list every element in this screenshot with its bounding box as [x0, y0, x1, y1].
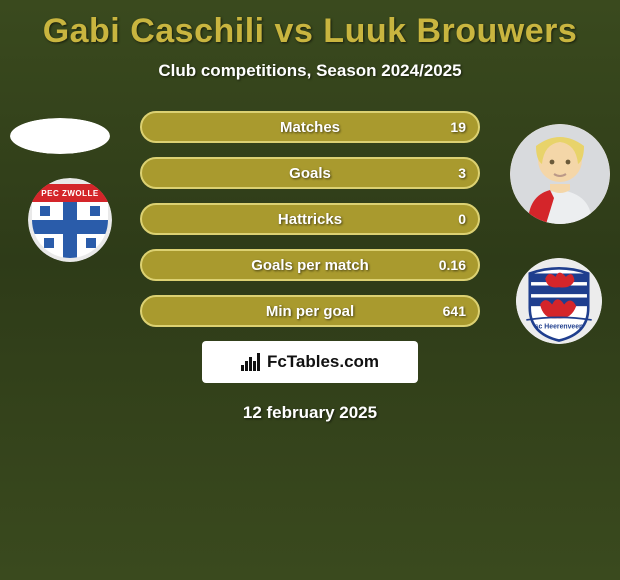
stat-row: Min per goal641 [140, 295, 480, 327]
site-badge: FcTables.com [202, 341, 418, 383]
stat-row: Matches19 [140, 111, 480, 143]
page-title: Gabi Caschili vs Luuk Brouwers [0, 0, 620, 51]
subtitle: Club competitions, Season 2024/2025 [0, 61, 620, 81]
stat-row: Hattricks0 [140, 203, 480, 235]
stat-label: Goals per match [142, 257, 478, 274]
site-name: FcTables.com [267, 352, 379, 372]
stat-right-value: 3 [458, 165, 466, 181]
stat-right-value: 641 [443, 303, 466, 319]
stat-row: Goals per match0.16 [140, 249, 480, 281]
stat-label: Matches [142, 119, 478, 136]
comparison-infographic: Gabi Caschili vs Luuk Brouwers Club comp… [0, 0, 620, 580]
stat-right-value: 19 [450, 119, 466, 135]
footer-date: 12 february 2025 [0, 403, 620, 423]
stat-label: Min per goal [142, 303, 478, 320]
stat-label: Hattricks [142, 211, 478, 228]
stat-row: Goals3 [140, 157, 480, 189]
stat-label: Goals [142, 165, 478, 182]
stats-list: Matches19 Goals3 Hattricks0 Goals per match… [0, 111, 620, 327]
bars-icon [241, 353, 261, 371]
stat-right-value: 0.16 [439, 257, 466, 273]
stat-right-value: 0 [458, 211, 466, 227]
